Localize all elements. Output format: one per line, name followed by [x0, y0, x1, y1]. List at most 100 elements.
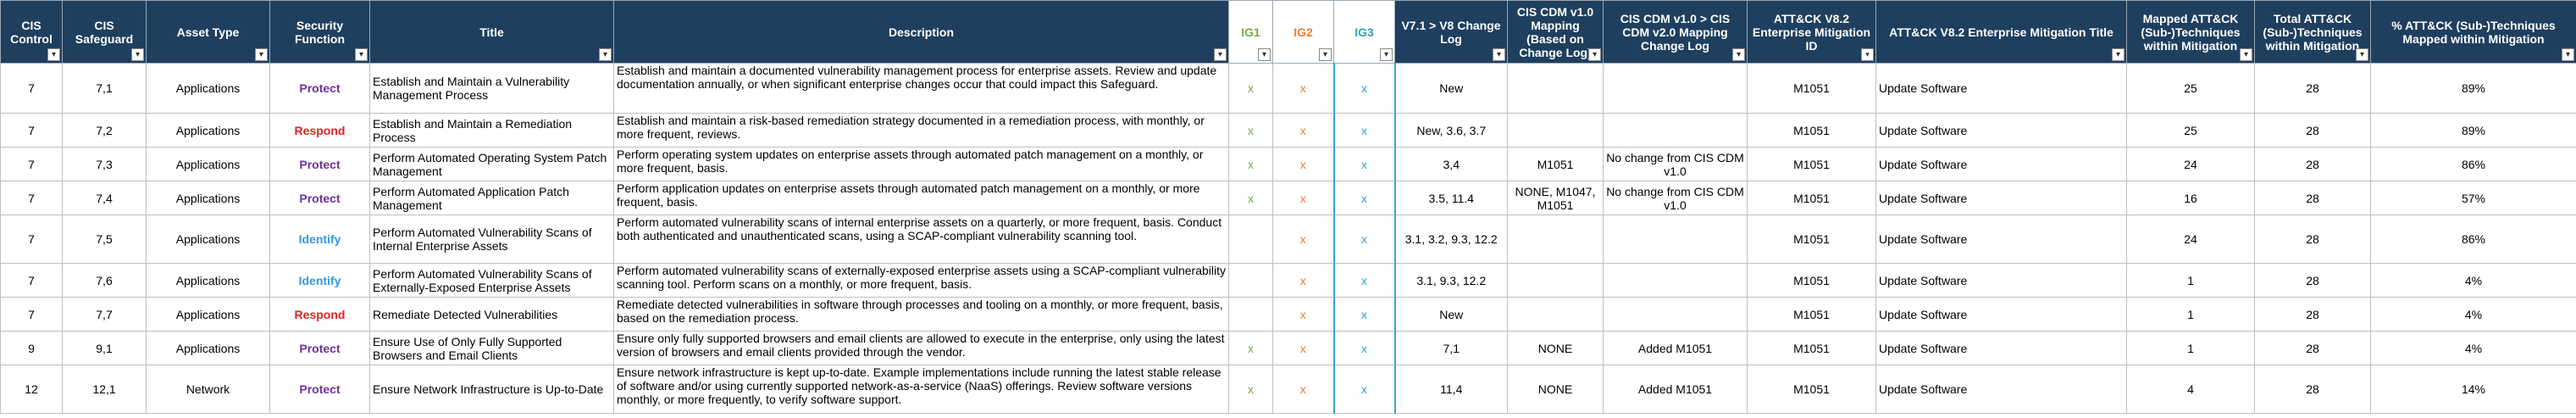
cell-func[interactable]: Identify: [269, 263, 370, 298]
cell-mitid[interactable]: M1051: [1747, 297, 1876, 332]
cell-cdm[interactable]: NONE, M1047, M1051: [1507, 181, 1604, 215]
cell-pct[interactable]: 4%: [2370, 331, 2576, 365]
cell-control[interactable]: 7: [0, 113, 63, 148]
cell-desc[interactable]: Establish and maintain a documented vuln…: [613, 63, 1229, 114]
cell-desc[interactable]: Establish and maintain a risk-based reme…: [613, 113, 1229, 148]
cell-func[interactable]: Respond: [269, 113, 370, 148]
cell-func[interactable]: Protect: [269, 365, 370, 414]
cell-total[interactable]: 28: [2254, 147, 2371, 181]
cell-cdmlog[interactable]: [1603, 215, 1748, 264]
cell-ig3[interactable]: x: [1332, 181, 1396, 215]
cell-ig3[interactable]: x: [1332, 113, 1396, 148]
cell-v71[interactable]: New: [1394, 297, 1508, 332]
cell-mitid[interactable]: M1051: [1747, 365, 1876, 414]
cell-desc[interactable]: Perform operating system updates on ente…: [613, 147, 1229, 181]
cell-mitid[interactable]: M1051: [1747, 181, 1876, 215]
cell-safeguard[interactable]: 12,1: [62, 365, 147, 414]
cell-func[interactable]: Protect: [269, 181, 370, 215]
filter-dropdown-icon[interactable]: ▾: [131, 48, 144, 61]
cell-total[interactable]: 28: [2254, 331, 2371, 365]
cell-desc[interactable]: Ensure only fully supported browsers and…: [613, 331, 1229, 365]
filter-dropdown-icon[interactable]: ▾: [2112, 48, 2125, 61]
cell-title[interactable]: Ensure Network Infrastructure is Up-to-D…: [369, 365, 614, 414]
cell-ig3[interactable]: x: [1332, 365, 1396, 414]
cell-ig1[interactable]: x: [1228, 63, 1273, 114]
cell-mapped[interactable]: 4: [2126, 365, 2255, 414]
cell-cdm[interactable]: [1507, 263, 1604, 298]
cell-ig2[interactable]: x: [1272, 263, 1334, 298]
cell-mittitle[interactable]: Update Software: [1875, 215, 2127, 264]
cell-mittitle[interactable]: Update Software: [1875, 263, 2127, 298]
filter-dropdown-icon[interactable]: ▾: [599, 48, 612, 61]
cell-mapped[interactable]: 25: [2126, 63, 2255, 114]
cell-total[interactable]: 28: [2254, 263, 2371, 298]
cell-cdm[interactable]: NONE: [1507, 365, 1604, 414]
cell-title[interactable]: Perform Automated Operating System Patch…: [369, 147, 614, 181]
filter-dropdown-icon[interactable]: ▾: [47, 48, 60, 61]
cell-title[interactable]: Perform Automated Vulnerability Scans of…: [369, 215, 614, 264]
cell-total[interactable]: 28: [2254, 297, 2371, 332]
cell-desc[interactable]: Remediate detected vulnerabilities in so…: [613, 297, 1229, 332]
cell-safeguard[interactable]: 7,2: [62, 113, 147, 148]
cell-safeguard[interactable]: 9,1: [62, 331, 147, 365]
cell-pct[interactable]: 89%: [2370, 63, 2576, 114]
cell-ig1[interactable]: [1228, 297, 1273, 332]
cell-control[interactable]: 7: [0, 263, 63, 298]
filter-dropdown-icon[interactable]: ▾: [2562, 48, 2574, 61]
cell-cdm[interactable]: [1507, 63, 1604, 114]
cell-asset[interactable]: Applications: [146, 181, 270, 215]
filter-dropdown-icon[interactable]: ▾: [255, 48, 268, 61]
cell-ig2[interactable]: x: [1272, 365, 1334, 414]
cell-mittitle[interactable]: Update Software: [1875, 331, 2127, 365]
cell-asset[interactable]: Applications: [146, 147, 270, 181]
cell-cdm[interactable]: [1507, 215, 1604, 264]
cell-func[interactable]: Protect: [269, 147, 370, 181]
cell-mitid[interactable]: M1051: [1747, 147, 1876, 181]
cell-mapped[interactable]: 24: [2126, 147, 2255, 181]
cell-control[interactable]: 12: [0, 365, 63, 414]
cell-cdmlog[interactable]: Added M1051: [1603, 365, 1748, 414]
cell-cdmlog[interactable]: [1603, 263, 1748, 298]
cell-v71[interactable]: 11,4: [1394, 365, 1508, 414]
cell-safeguard[interactable]: 7,6: [62, 263, 147, 298]
cell-ig2[interactable]: x: [1272, 147, 1334, 181]
cell-mitid[interactable]: M1051: [1747, 63, 1876, 114]
cell-asset[interactable]: Applications: [146, 63, 270, 114]
cell-ig1[interactable]: [1228, 263, 1273, 298]
cell-ig1[interactable]: [1228, 215, 1273, 264]
cell-desc[interactable]: Perform application updates on enterpris…: [613, 181, 1229, 215]
cell-ig3[interactable]: x: [1332, 63, 1396, 114]
cell-asset[interactable]: Applications: [146, 297, 270, 332]
cell-mitid[interactable]: M1051: [1747, 331, 1876, 365]
cell-cdmlog[interactable]: [1603, 63, 1748, 114]
cell-func[interactable]: Protect: [269, 331, 370, 365]
cell-safeguard[interactable]: 7,3: [62, 147, 147, 181]
filter-dropdown-icon[interactable]: ▾: [1493, 48, 1505, 61]
cell-v71[interactable]: 3.1, 9.3, 12.2: [1394, 263, 1508, 298]
cell-total[interactable]: 28: [2254, 215, 2371, 264]
filter-dropdown-icon[interactable]: ▾: [1732, 48, 1745, 61]
cell-ig2[interactable]: x: [1272, 63, 1334, 114]
cell-mapped[interactable]: 1: [2126, 297, 2255, 332]
cell-ig1[interactable]: x: [1228, 365, 1273, 414]
filter-dropdown-icon[interactable]: ▾: [1588, 48, 1601, 61]
cell-title[interactable]: Ensure Use of Only Fully Supported Brows…: [369, 331, 614, 365]
cell-mapped[interactable]: 16: [2126, 181, 2255, 215]
cell-control[interactable]: 7: [0, 297, 63, 332]
cell-mapped[interactable]: 1: [2126, 331, 2255, 365]
cell-cdm[interactable]: [1507, 113, 1604, 148]
cell-pct[interactable]: 4%: [2370, 263, 2576, 298]
cell-mitid[interactable]: M1051: [1747, 113, 1876, 148]
cell-title[interactable]: Perform Automated Vulnerability Scans of…: [369, 263, 614, 298]
cell-cdmlog[interactable]: [1603, 297, 1748, 332]
cell-func[interactable]: Protect: [269, 63, 370, 114]
cell-ig3[interactable]: x: [1332, 263, 1396, 298]
cell-mittitle[interactable]: Update Software: [1875, 63, 2127, 114]
cell-ig3[interactable]: x: [1332, 331, 1396, 365]
filter-active-icon[interactable]: ▾: [1861, 48, 1874, 61]
filter-dropdown-icon[interactable]: ▾: [1258, 48, 1271, 61]
cell-safeguard[interactable]: 7,7: [62, 297, 147, 332]
cell-desc[interactable]: Perform automated vulnerability scans of…: [613, 215, 1229, 264]
cell-v71[interactable]: New: [1394, 63, 1508, 114]
cell-safeguard[interactable]: 7,4: [62, 181, 147, 215]
